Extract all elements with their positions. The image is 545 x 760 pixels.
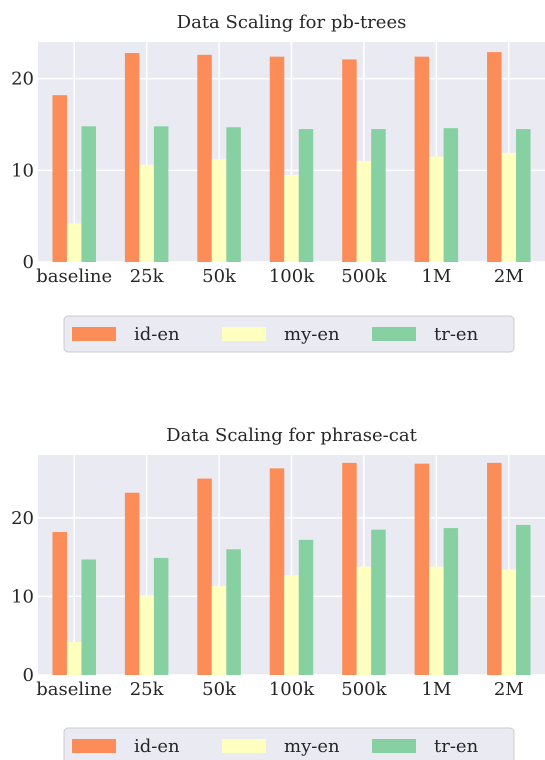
- legend-swatch: [372, 327, 416, 341]
- bar: [501, 569, 517, 675]
- bar: [226, 127, 241, 262]
- bar: [124, 492, 140, 675]
- bar: [197, 478, 212, 675]
- bar: [371, 129, 386, 262]
- legend-swatch: [72, 739, 116, 753]
- y-tick-label: 0: [23, 252, 34, 273]
- bar: [516, 524, 531, 675]
- bar: [52, 95, 67, 263]
- bar: [66, 223, 82, 262]
- bar: [153, 557, 169, 675]
- bar: [443, 128, 459, 262]
- legend-swatch: [222, 739, 266, 753]
- x-tick-label: 2M: [494, 266, 524, 287]
- bar: [66, 642, 82, 675]
- legend-label: id-en: [134, 324, 180, 345]
- x-tick-label: 50k: [202, 266, 237, 287]
- bar: [284, 174, 299, 262]
- legend-box: [63, 315, 515, 353]
- bar: [226, 549, 241, 675]
- bar: [211, 586, 227, 675]
- chart-title: Data Scaling for pb-trees: [177, 12, 407, 33]
- legend: id-en my-en tr-en: [63, 315, 515, 353]
- chart-2: Data Scaling for phrase-cat 0 10 20 baseline…: [11, 425, 545, 760]
- bar: [371, 529, 386, 675]
- chart-1: Data Scaling for pb-trees 0 10 20 baseline 25…: [11, 12, 545, 353]
- legend: id-en my-en tr-en: [63, 727, 515, 760]
- legend-label: my-en: [284, 324, 340, 345]
- bar: [356, 566, 372, 675]
- legend-label: tr-en: [434, 324, 479, 345]
- legend-swatch: [372, 739, 416, 753]
- bar: [153, 126, 169, 262]
- bar: [124, 53, 140, 262]
- legend-label: tr-en: [434, 736, 479, 757]
- bar: [516, 129, 531, 262]
- chart-title: Data Scaling for phrase-cat: [166, 425, 417, 446]
- bar: [269, 468, 285, 675]
- bar: [356, 161, 372, 262]
- legend-label: my-en: [284, 736, 340, 757]
- bar: [342, 59, 357, 262]
- bar: [429, 156, 444, 262]
- bar: [269, 56, 285, 262]
- bar: [81, 559, 96, 675]
- bar: [211, 159, 227, 262]
- x-tick-label: 25k: [130, 679, 165, 700]
- bar: [298, 539, 314, 675]
- bar: [81, 126, 96, 262]
- bar: [501, 152, 517, 262]
- bar: [414, 56, 430, 262]
- y-tick-label: 0: [23, 665, 34, 686]
- x-tick-label: 100k: [269, 679, 315, 700]
- bar: [443, 528, 459, 675]
- bar: [414, 463, 430, 675]
- bar: [487, 52, 502, 263]
- bar: [197, 54, 212, 263]
- x-tick-label: baseline: [36, 266, 112, 287]
- y-tick-label: 20: [11, 508, 34, 529]
- bar: [342, 462, 357, 675]
- bar: [487, 462, 502, 675]
- y-tick-label: 10: [11, 160, 34, 181]
- x-tick-label: 1M: [421, 266, 451, 287]
- x-tick-label: 50k: [202, 679, 237, 700]
- bar: [52, 532, 67, 675]
- x-tick-label: 2M: [494, 679, 524, 700]
- x-tick-label: 500k: [341, 679, 387, 700]
- bar: [139, 164, 154, 262]
- bar: [139, 596, 154, 675]
- bar: [429, 566, 444, 675]
- x-tick-label: 500k: [341, 266, 387, 287]
- x-tick-label: baseline: [36, 679, 112, 700]
- y-tick-label: 20: [11, 69, 34, 90]
- y-tick-label: 10: [11, 586, 34, 607]
- x-tick-label: 100k: [269, 266, 315, 287]
- bar: [284, 575, 299, 675]
- x-tick-label: 1M: [421, 679, 451, 700]
- legend-swatch: [72, 327, 116, 341]
- bar: [298, 129, 314, 262]
- legend-swatch: [222, 327, 266, 341]
- legend-label: id-en: [134, 736, 180, 757]
- x-tick-label: 25k: [130, 266, 165, 287]
